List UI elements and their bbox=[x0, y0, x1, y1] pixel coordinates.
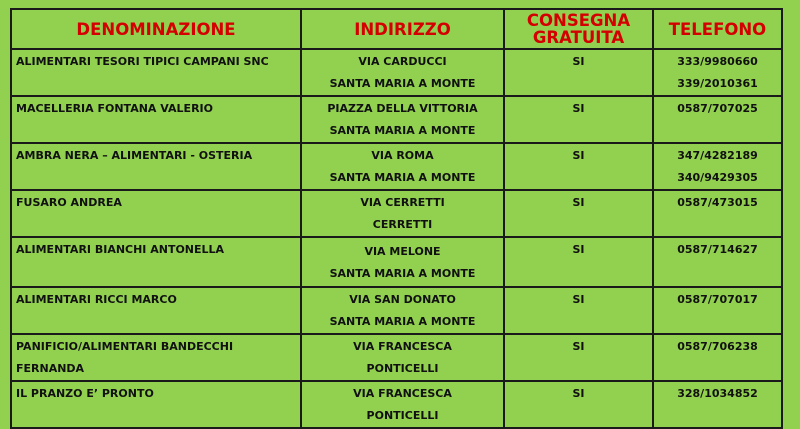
table-row: ALIMENTARI BIANCHI ANTONELLA VIA MELONE SA… bbox=[10, 236, 783, 288]
cell-telefono-line: 340/9429305 bbox=[677, 171, 758, 184]
cell-telefono-line: 328/1034852 bbox=[677, 387, 758, 400]
cell-denominazione: ALIMENTARI BIANCHI ANTONELLA bbox=[10, 236, 302, 288]
cell-indirizzo-line: VIA MELONE bbox=[364, 244, 441, 258]
cell-telefono-line: 0587/473015 bbox=[677, 196, 758, 209]
cell-denominazione: ALIMENTARI TESORI TIPICI CAMPANI SNC bbox=[10, 48, 302, 97]
cell-denominazione: IL PRANZO E’ PRONTO bbox=[10, 380, 302, 429]
cell-telefono-line: 339/2010361 bbox=[677, 77, 758, 90]
cell-indirizzo: VIA ROMA SANTA MARIA A MONTE bbox=[300, 142, 505, 191]
cell-telefono-line: 0587/714627 bbox=[677, 243, 758, 256]
cell-indirizzo: VIA SAN DONATO SANTA MARIA A MONTE bbox=[300, 286, 505, 335]
cell-telefono: 347/4282189 340/9429305 bbox=[652, 142, 783, 191]
cell-denominazione-line: MACELLERIA FONTANA VALERIO bbox=[16, 102, 213, 115]
cell-consegna: SI bbox=[503, 333, 654, 382]
cell-consegna: SI bbox=[503, 142, 654, 191]
cell-indirizzo-line: VIA SAN DONATO bbox=[349, 293, 456, 306]
cell-telefono-line: 347/4282189 bbox=[677, 149, 758, 162]
cell-telefono-line: 0587/706238 bbox=[677, 340, 758, 353]
cell-telefono-line: 0587/707025 bbox=[677, 102, 758, 115]
cell-denominazione: FUSARO ANDREA bbox=[10, 189, 302, 238]
table-row: FUSARO ANDREA VIA CERRETTI CERRETTI SI 0587/… bbox=[10, 189, 783, 238]
cell-telefono: 0587/707017 bbox=[652, 286, 783, 335]
table-row: PANIFICIO/ALIMENTARI BANDECCHI FERNANDA VI… bbox=[10, 333, 783, 382]
header-indirizzo: INDIRIZZO bbox=[300, 8, 505, 50]
cell-indirizzo-line: CERRETTI bbox=[372, 218, 433, 231]
cell-indirizzo: VIA CERRETTI CERRETTI bbox=[300, 189, 505, 238]
header-consegna-label: CONSEGNA GRATUITA bbox=[526, 11, 631, 47]
table-row: ALIMENTARI RICCI MARCO VIA SAN DONATO SANT… bbox=[10, 286, 783, 335]
cell-denominazione-line: ALIMENTARI BIANCHI ANTONELLA bbox=[16, 243, 225, 256]
shops-table: DENOMINAZIONE INDIRIZZO CONSEGNA GRATUIT… bbox=[10, 8, 783, 429]
cell-consegna: SI bbox=[503, 380, 654, 429]
table-row: AMBRA NERA – ALIMENTARI - OSTERIA VIA ROM… bbox=[10, 142, 783, 191]
cell-indirizzo: VIA FRANCESCA PONTICELLI bbox=[300, 333, 505, 382]
header-consegna: CONSEGNA GRATUITA bbox=[503, 8, 654, 50]
cell-indirizzo-line: PIAZZA DELLA VITTORIA bbox=[327, 102, 478, 115]
table-row: ALIMENTARI TESORI TIPICI CAMPANI SNC VIA … bbox=[10, 48, 783, 97]
cell-denominazione-line: FUSARO ANDREA bbox=[16, 196, 122, 209]
cell-denominazione-line: FERNANDA bbox=[16, 362, 85, 375]
header-telefono: TELEFONO bbox=[652, 8, 783, 50]
cell-telefono: 333/9980660 339/2010361 bbox=[652, 48, 783, 97]
cell-indirizzo-line: SANTA MARIA A MONTE bbox=[329, 124, 476, 137]
cell-indirizzo: VIA MELONE SANTA MARIA A MONTE bbox=[300, 236, 505, 288]
cell-denominazione-line: AMBRA NERA – ALIMENTARI - OSTERIA bbox=[16, 149, 253, 162]
table-row: MACELLERIA FONTANA VALERIO PIAZZA DELLA V… bbox=[10, 95, 783, 144]
cell-denominazione: MACELLERIA FONTANA VALERIO bbox=[10, 95, 302, 144]
cell-indirizzo-line: PONTICELLI bbox=[366, 362, 439, 375]
cell-consegna: SI bbox=[503, 236, 654, 288]
header-denominazione: DENOMINAZIONE bbox=[10, 8, 302, 50]
cell-indirizzo: PIAZZA DELLA VITTORIA SANTA MARIA A MONTE bbox=[300, 95, 505, 144]
cell-indirizzo: VIA FRANCESCA PONTICELLI bbox=[300, 380, 505, 429]
cell-indirizzo-line: SANTA MARIA A MONTE bbox=[329, 77, 476, 90]
cell-indirizzo-line: VIA ROMA bbox=[371, 149, 434, 162]
cell-consegna: SI bbox=[503, 95, 654, 144]
cell-telefono-line: 0587/707017 bbox=[677, 293, 758, 306]
cell-telefono: 0587/714627 bbox=[652, 236, 783, 288]
cell-denominazione-line: ALIMENTARI RICCI MARCO bbox=[16, 293, 177, 306]
table-row: IL PRANZO E’ PRONTO VIA FRANCESCA PONTICEL… bbox=[10, 380, 783, 429]
cell-denominazione: AMBRA NERA – ALIMENTARI - OSTERIA bbox=[10, 142, 302, 191]
cell-telefono: 0587/473015 bbox=[652, 189, 783, 238]
cell-consegna: SI bbox=[503, 189, 654, 238]
cell-indirizzo-line: VIA FRANCESCA bbox=[353, 340, 452, 353]
header-row: DENOMINAZIONE INDIRIZZO CONSEGNA GRATUIT… bbox=[10, 8, 783, 50]
cell-indirizzo-line: SANTA MARIA A MONTE bbox=[329, 171, 476, 184]
cell-consegna: SI bbox=[503, 48, 654, 97]
cell-consegna: SI bbox=[503, 286, 654, 335]
cell-denominazione-line: IL PRANZO E’ PRONTO bbox=[16, 387, 154, 400]
cell-indirizzo-line: PONTICELLI bbox=[366, 409, 439, 422]
cell-indirizzo-line: VIA CERRETTI bbox=[360, 196, 445, 209]
cell-denominazione: PANIFICIO/ALIMENTARI BANDECCHI FERNANDA bbox=[10, 333, 302, 382]
cell-telefono: 0587/707025 bbox=[652, 95, 783, 144]
cell-telefono: 0587/706238 bbox=[652, 333, 783, 382]
cell-indirizzo-line: SANTA MARIA A MONTE bbox=[329, 315, 476, 328]
cell-denominazione-line: PANIFICIO/ALIMENTARI BANDECCHI bbox=[16, 340, 234, 353]
cell-telefono-line: 333/9980660 bbox=[677, 55, 758, 68]
cell-indirizzo: VIA CARDUCCI SANTA MARIA A MONTE bbox=[300, 48, 505, 97]
cell-indirizzo-line: VIA CARDUCCI bbox=[358, 55, 447, 68]
cell-telefono: 328/1034852 bbox=[652, 380, 783, 429]
cell-indirizzo-line: SANTA MARIA A MONTE bbox=[329, 266, 476, 280]
cell-denominazione-line: ALIMENTARI TESORI TIPICI CAMPANI SNC bbox=[16, 55, 269, 68]
cell-denominazione: ALIMENTARI RICCI MARCO bbox=[10, 286, 302, 335]
cell-indirizzo-line: VIA FRANCESCA bbox=[353, 387, 452, 400]
